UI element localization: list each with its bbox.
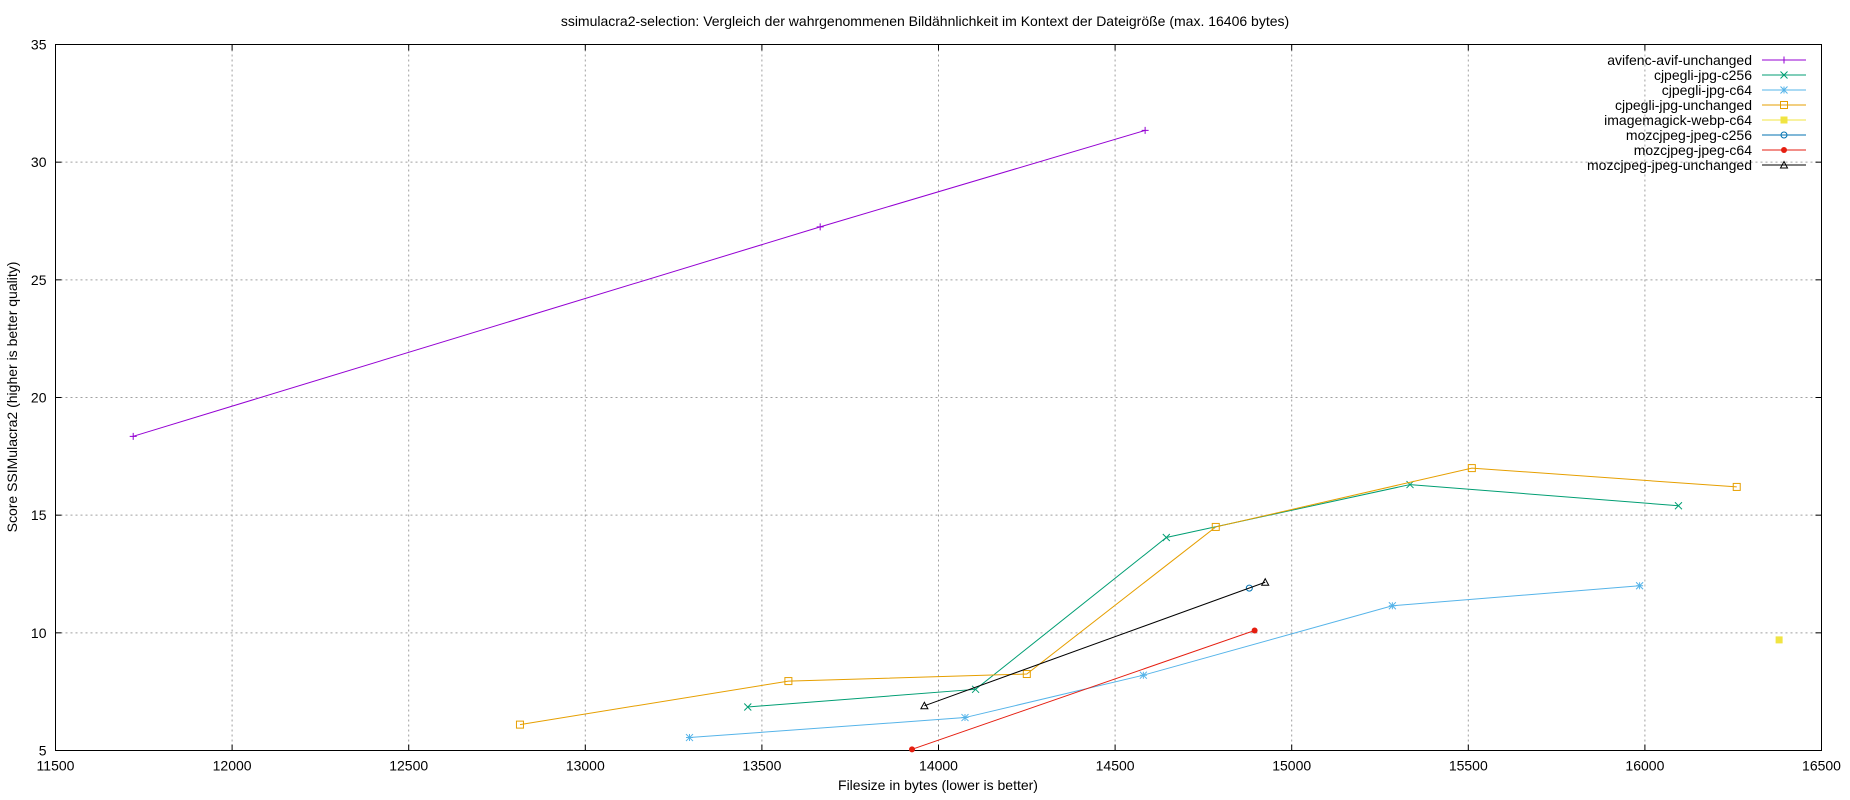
data-point (971, 685, 980, 694)
data-point (1775, 636, 1783, 644)
x-tick-label: 15000 (1272, 758, 1311, 774)
data-point (1780, 86, 1788, 94)
x-tick-label: 14000 (919, 758, 958, 774)
x-tick-label: 16500 (1802, 758, 1841, 774)
data-point (129, 432, 137, 440)
series-cjpegli-jpg-c64 (685, 581, 1644, 742)
legend: avifenc-avif-unchangedcjpegli-jpg-c256cj… (1587, 52, 1806, 173)
data-point (1162, 533, 1171, 542)
data-point (1139, 671, 1148, 680)
y-tick-label: 15 (31, 507, 47, 523)
legend-item: avifenc-avif-unchanged (1607, 52, 1806, 68)
data-point (685, 733, 694, 742)
legend-item: cjpegli-jpg-c64 (1662, 82, 1806, 98)
legend-label: mozcjpeg-jpeg-unchanged (1587, 157, 1752, 173)
x-tick-label: 13000 (566, 758, 605, 774)
y-tick-label: 30 (31, 154, 47, 170)
data-point (1260, 577, 1270, 586)
y-tick-label: 5 (39, 743, 47, 759)
series-layer (129, 126, 1783, 753)
data-point (909, 746, 916, 753)
data-point (1467, 464, 1476, 473)
series-line (133, 129, 1146, 437)
series-mozcjpeg-jpeg-c64 (909, 627, 1258, 753)
y-tick-label: 20 (31, 390, 47, 406)
series-line (519, 467, 1737, 726)
series-cjpegli-jpg-c256 (743, 480, 1683, 711)
legend-item: mozcjpeg-jpeg-c256 (1626, 127, 1806, 143)
y-tick-label: 25 (31, 272, 47, 288)
chart-title: ssimulacra2-selection: Vergleich der wah… (561, 13, 1289, 29)
data-point (1245, 584, 1253, 592)
data-point (1780, 101, 1788, 109)
x-axis-label: Filesize in bytes (lower is better) (838, 777, 1038, 793)
legend-label: avifenc-avif-unchanged (1607, 52, 1752, 68)
data-point (816, 223, 824, 231)
data-point (1674, 501, 1683, 510)
series-imagemagick-webp-c64 (1775, 636, 1783, 644)
legend-item: mozcjpeg-jpeg-unchanged (1587, 157, 1806, 173)
series-mozcjpeg-jpeg-c256 (1245, 584, 1253, 592)
data-point (1635, 581, 1644, 590)
legend-label: cjpegli-jpg-c64 (1662, 82, 1752, 98)
x-tick-label: 12500 (389, 758, 428, 774)
data-point (784, 677, 793, 686)
x-tick-label: 14500 (1096, 758, 1135, 774)
y-axis: 5 10 15 20 25 30 35 (31, 37, 1822, 759)
grid (55, 44, 1822, 751)
legend-label: mozcjpeg-jpeg-c256 (1626, 127, 1752, 143)
data-point (1388, 601, 1397, 610)
data-point (1251, 627, 1258, 634)
legend-label: cjpegli-jpg-unchanged (1615, 97, 1752, 113)
series-mozcjpeg-jpeg-unchanged (920, 577, 1270, 710)
data-point (1732, 482, 1741, 491)
legend-label: cjpegli-jpg-c256 (1654, 67, 1752, 83)
data-point (1779, 160, 1789, 169)
x-tick-label: 15500 (1449, 758, 1488, 774)
legend-item: cjpegli-jpg-unchanged (1615, 97, 1806, 113)
data-point (1211, 522, 1220, 531)
x-tick-label: 16000 (1625, 758, 1664, 774)
legend-label: imagemagick-webp-c64 (1604, 112, 1752, 128)
data-point (1141, 126, 1149, 134)
legend-label: mozcjpeg-jpeg-c64 (1634, 142, 1752, 158)
data-point (961, 713, 969, 722)
legend-item: mozcjpeg-jpeg-c64 (1634, 142, 1806, 158)
data-point (920, 701, 929, 710)
data-point (515, 720, 524, 729)
x-tick-label: 13500 (742, 758, 781, 774)
x-tick-label: 12000 (213, 758, 252, 774)
data-point (1780, 131, 1788, 139)
series-line (924, 581, 1266, 707)
x-tick-label: 11500 (37, 758, 75, 774)
data-point (1781, 147, 1787, 153)
data-point (1780, 56, 1788, 64)
x-axis: 11500 12000 12500 13000 13500 14000 14500 15000… (37, 44, 1841, 774)
legend-item: imagemagick-webp-c64 (1604, 112, 1806, 128)
y-axis-label: Score SSIMulacra2 (higher is better qual… (4, 262, 20, 533)
y-tick-label: 10 (31, 625, 47, 641)
data-point (1780, 71, 1788, 79)
series-line (747, 484, 1679, 708)
data-point (743, 703, 752, 711)
y-tick-label: 35 (31, 37, 47, 53)
legend-item: cjpegli-jpg-c256 (1654, 67, 1806, 83)
data-point (1780, 116, 1788, 124)
series-cjpegli-jpg-unchanged (515, 464, 1741, 729)
series-line (911, 630, 1255, 750)
data-point (1022, 670, 1031, 679)
series-avifenc-avif-unchanged (129, 126, 1149, 440)
